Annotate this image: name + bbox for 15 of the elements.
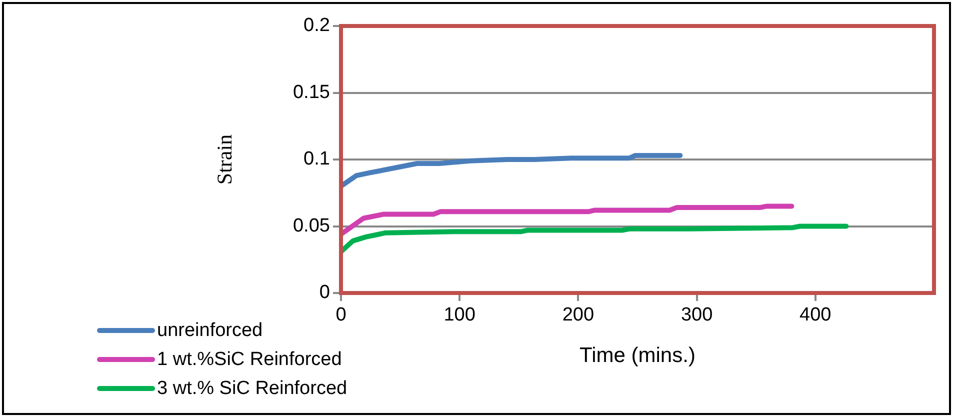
x-tick-label: 300 bbox=[680, 304, 713, 326]
y-tick-label: 0.1 bbox=[304, 148, 330, 170]
x-tick-label: 400 bbox=[800, 304, 832, 326]
legend-label: unreinforced bbox=[157, 320, 263, 342]
x-tick-label: 200 bbox=[562, 304, 594, 326]
y-axis-title: Strain bbox=[212, 134, 237, 185]
x-tick-label: 100 bbox=[444, 304, 476, 326]
y-tick-label: 0.15 bbox=[292, 82, 330, 103]
y-tick-label: 0.05 bbox=[292, 215, 330, 236]
x-axis-title: Time (mins.) bbox=[580, 344, 696, 368]
y-tick-label: 0.2 bbox=[304, 15, 330, 36]
legend-label: 3 wt.% SiC Reinforced bbox=[157, 378, 348, 400]
legend-label: 1 wt.%SiC Reinforced bbox=[157, 348, 342, 370]
y-tick-label: 0 bbox=[319, 282, 330, 304]
x-tick-label: 0 bbox=[336, 304, 346, 326]
